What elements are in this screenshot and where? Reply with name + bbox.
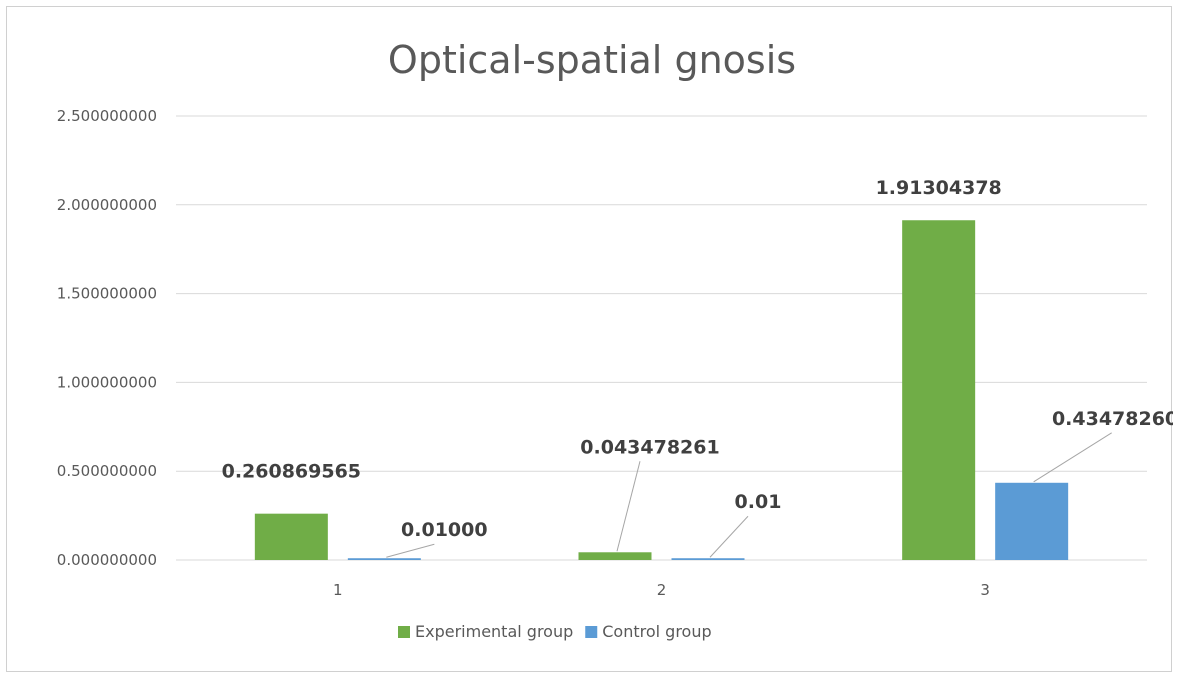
bar-experimental-group-1 bbox=[254, 513, 328, 560]
x-tick-label: 2 bbox=[657, 581, 667, 599]
x-tick-label: 1 bbox=[333, 581, 343, 599]
chart-canvas: Optical-spatial gnosis 0.000000000 0.5000… bbox=[57, 38, 1173, 641]
y-tick-label: 1.000000000 bbox=[57, 373, 157, 391]
y-tick-label: 0.000000000 bbox=[57, 551, 157, 569]
data-label: 0.260869565 bbox=[222, 461, 361, 483]
legend-swatch bbox=[398, 626, 410, 638]
leader-line bbox=[616, 461, 641, 552]
leader-line bbox=[709, 515, 749, 558]
legend-entry: Control group bbox=[602, 622, 711, 641]
data-label: 0.01000 bbox=[401, 519, 488, 541]
y-tick-label: 2.500000000 bbox=[57, 107, 157, 125]
data-label: 0.434782609 bbox=[1052, 408, 1173, 430]
y-tick-label: 1.500000000 bbox=[57, 285, 157, 303]
data-label: 0.043478261 bbox=[580, 436, 719, 458]
legend-entry: Experimental group bbox=[415, 622, 573, 641]
chart-title: Optical-spatial gnosis bbox=[388, 38, 796, 82]
data-label: 0.01 bbox=[735, 491, 782, 513]
gridlines bbox=[176, 115, 1147, 561]
data-label-leader-lines bbox=[386, 432, 1112, 558]
bar-control-group-3 bbox=[995, 482, 1069, 560]
y-axis-tick-labels: 0.000000000 0.500000000 1.000000000 1.50000… bbox=[57, 107, 157, 569]
leader-line bbox=[1033, 432, 1112, 483]
legend: Experimental group Control group bbox=[398, 622, 712, 641]
data-label: 1.91304378 bbox=[876, 177, 1002, 199]
bar-experimental-group-2 bbox=[578, 552, 652, 560]
bar-experimental-group-3 bbox=[902, 220, 976, 561]
legend-swatch bbox=[585, 626, 598, 638]
chart-frame: Optical-spatial gnosis 0.000000000 0.5000… bbox=[6, 6, 1173, 672]
data-labels: 0.260869565 0.01000 0.043478261 0.01 1.91304… bbox=[222, 177, 1173, 541]
leader-line bbox=[386, 543, 435, 558]
bars bbox=[254, 220, 1069, 561]
bar-control-group-2 bbox=[671, 558, 745, 560]
y-tick-label: 2.000000000 bbox=[57, 196, 157, 214]
x-axis-category-labels: 1 2 3 bbox=[333, 581, 990, 599]
bar-control-group-1 bbox=[347, 558, 421, 560]
y-tick-label: 0.500000000 bbox=[57, 462, 157, 480]
x-tick-label: 3 bbox=[980, 581, 990, 599]
